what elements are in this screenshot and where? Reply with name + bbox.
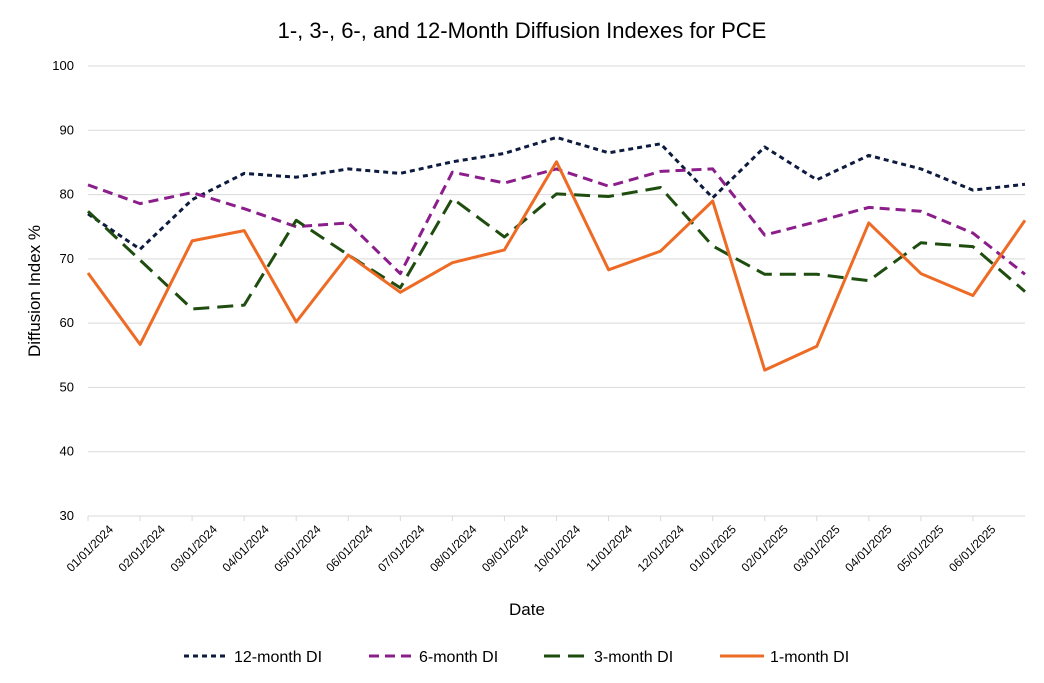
legend-label: 3-month DI bbox=[594, 649, 673, 666]
legend: 12-month DI 6-month DI 3-month DI 1-month D… bbox=[184, 649, 849, 666]
series-line-1-month-di bbox=[86, 160, 1027, 372]
x-tick-label: 04/01/2025 bbox=[842, 522, 895, 575]
y-axis-ticks: 30 40 50 60 70 80 90 100 bbox=[52, 58, 74, 523]
x-tick-label: 01/01/2024 bbox=[64, 522, 117, 575]
series-lines bbox=[86, 135, 1027, 372]
x-tick-label: 06/01/2025 bbox=[946, 522, 999, 575]
y-tick-label: 30 bbox=[60, 508, 74, 523]
x-tick-label: 07/01/2024 bbox=[375, 522, 428, 575]
x-tick-label: 09/01/2024 bbox=[479, 522, 532, 575]
legend-label: 12-month DI bbox=[234, 649, 322, 666]
legend-label: 6-month DI bbox=[419, 649, 498, 666]
legend-label: 1-month DI bbox=[770, 649, 849, 666]
x-tick-label: 01/01/2025 bbox=[687, 522, 740, 575]
x-tick-label: 04/01/2024 bbox=[219, 522, 272, 575]
x-tick-label: 03/01/2025 bbox=[790, 522, 843, 575]
x-tick-label: 06/01/2024 bbox=[323, 522, 376, 575]
series-line-6-month-di bbox=[87, 167, 1026, 276]
x-tick-label: 10/01/2024 bbox=[531, 522, 584, 575]
x-tick-label: 02/01/2024 bbox=[116, 522, 169, 575]
x-tick-label: 03/01/2024 bbox=[168, 522, 221, 575]
y-tick-label: 40 bbox=[60, 444, 74, 459]
x-tick-label: 05/01/2024 bbox=[271, 522, 324, 575]
x-tick-label: 12/01/2024 bbox=[635, 522, 688, 575]
x-tick-label: 08/01/2024 bbox=[427, 522, 480, 575]
series-line-3-month-di bbox=[86, 186, 1026, 311]
y-tick-label: 70 bbox=[60, 251, 74, 266]
y-tick-label: 50 bbox=[60, 379, 74, 394]
y-tick-label: 90 bbox=[60, 122, 74, 137]
x-tick-label: 02/01/2025 bbox=[738, 522, 791, 575]
series-line-12-month-di bbox=[87, 135, 1026, 251]
gridlines bbox=[88, 65, 1025, 517]
chart-title: 1-, 3-, 6-, and 12-Month Diffusion Index… bbox=[278, 18, 767, 43]
x-tick-label: 05/01/2025 bbox=[894, 522, 947, 575]
x-axis-label: Date bbox=[509, 600, 545, 619]
y-tick-label: 60 bbox=[60, 315, 74, 330]
y-tick-label: 80 bbox=[60, 187, 74, 202]
x-tick-label: 11/01/2024 bbox=[583, 522, 635, 574]
y-axis-label: Diffusion Index % bbox=[25, 225, 44, 357]
x-axis-ticks: 01/01/2024 02/01/2024 03/01/2024 04/01/2024… bbox=[64, 516, 999, 575]
y-tick-label: 100 bbox=[52, 58, 74, 73]
